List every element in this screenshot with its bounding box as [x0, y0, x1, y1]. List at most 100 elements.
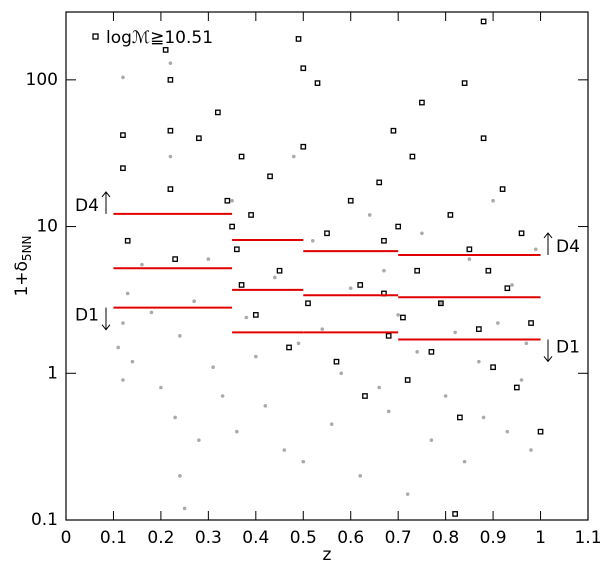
- point-dot: [301, 459, 306, 464]
- point-square: [267, 173, 273, 180]
- point-dot: [320, 327, 325, 331]
- point-square: [238, 282, 245, 288]
- point-square: [362, 393, 368, 399]
- point-square: [428, 348, 435, 355]
- point-dot: [429, 438, 434, 442]
- y-tick-label: 1: [47, 363, 58, 383]
- point-square: [419, 99, 425, 106]
- point-dot: [121, 321, 125, 325]
- point-dot: [367, 213, 372, 217]
- point-dot: [329, 422, 334, 426]
- point-dot: [443, 394, 448, 398]
- point-dot: [125, 291, 130, 296]
- point-square: [120, 165, 126, 172]
- x-tick-label: 0.5: [290, 528, 317, 548]
- legend-marker: [92, 33, 99, 40]
- point-square: [224, 197, 231, 204]
- point-dot: [282, 448, 287, 452]
- y-tick-label: 10: [36, 217, 58, 237]
- point-square: [457, 414, 463, 421]
- point-square: [248, 212, 254, 218]
- point-square: [305, 300, 311, 307]
- point-dot: [244, 315, 249, 320]
- x-tick-label: 0.6: [337, 528, 364, 548]
- point-square: [276, 267, 283, 274]
- point-dot: [178, 474, 182, 478]
- point-square: [376, 179, 383, 186]
- point-square: [438, 300, 444, 307]
- x-tick-label: 0: [61, 528, 72, 548]
- point-square: [452, 511, 458, 517]
- point-dot: [263, 404, 268, 408]
- point-square: [414, 267, 421, 274]
- point-dot: [211, 365, 215, 370]
- point-dot: [415, 350, 419, 354]
- point-square: [233, 246, 240, 253]
- y-tick-label: 0.1: [31, 510, 58, 530]
- point-dot: [168, 61, 173, 65]
- point-dot: [220, 394, 225, 398]
- point-dot: [159, 385, 163, 390]
- point-dot: [121, 378, 125, 382]
- point-dot: [396, 313, 400, 317]
- point-square: [167, 76, 174, 83]
- x-axis-label: z: [323, 545, 332, 565]
- y-tick-label: 100: [26, 70, 58, 90]
- point-square: [229, 223, 235, 230]
- point-dot: [206, 257, 211, 261]
- point-square: [196, 135, 202, 142]
- annotation: D1: [556, 337, 580, 357]
- point-dot: [481, 415, 486, 420]
- point-dot: [182, 506, 187, 511]
- point-dot: [505, 429, 510, 434]
- point-square: [447, 212, 454, 218]
- point-square: [286, 344, 292, 351]
- point-square: [518, 230, 525, 237]
- point-dot: [462, 459, 467, 464]
- point-dot: [310, 238, 315, 243]
- point-square: [120, 132, 126, 138]
- point-dot: [116, 345, 120, 350]
- point-dot: [173, 415, 177, 420]
- point-dot: [439, 301, 443, 306]
- point-square: [490, 364, 496, 371]
- y-label-sub: 5NN: [20, 235, 34, 261]
- point-dot: [386, 409, 391, 414]
- x-tick-label: 0.1: [100, 528, 127, 548]
- point-square: [333, 358, 340, 365]
- point-square: [485, 267, 492, 274]
- point-dot: [291, 154, 296, 159]
- point-square: [172, 256, 178, 262]
- point-square: [238, 153, 245, 160]
- point-dot: [273, 275, 277, 280]
- point-square: [461, 80, 468, 86]
- point-square: [409, 153, 416, 160]
- x-tick-label: 0.2: [147, 528, 174, 548]
- point-dot: [140, 262, 144, 267]
- point-square: [215, 109, 221, 116]
- point-square: [400, 314, 406, 321]
- point-dot: [405, 492, 410, 496]
- point-dot: [496, 321, 500, 325]
- x-tick-label: 0.4: [242, 528, 269, 548]
- point-dot: [197, 438, 201, 442]
- point-dot: [453, 330, 457, 335]
- point-dot: [358, 474, 363, 478]
- point-square: [466, 246, 473, 253]
- point-square: [381, 237, 387, 244]
- x-tick-label: 0.7: [385, 528, 412, 548]
- point-square: [324, 230, 330, 237]
- point-dot: [178, 334, 182, 338]
- point-dot: [230, 198, 234, 203]
- point-dot: [420, 231, 424, 236]
- x-tick-label: 0.3: [195, 528, 222, 548]
- x-tick-label: 1: [535, 528, 546, 548]
- x-tick-label: 1.1: [574, 528, 600, 548]
- annotation-arrowhead: [543, 232, 553, 239]
- point-dot: [382, 268, 386, 273]
- point-dot: [534, 247, 538, 252]
- point-dot: [296, 341, 301, 346]
- point-dot: [519, 378, 524, 382]
- point-square: [167, 186, 174, 192]
